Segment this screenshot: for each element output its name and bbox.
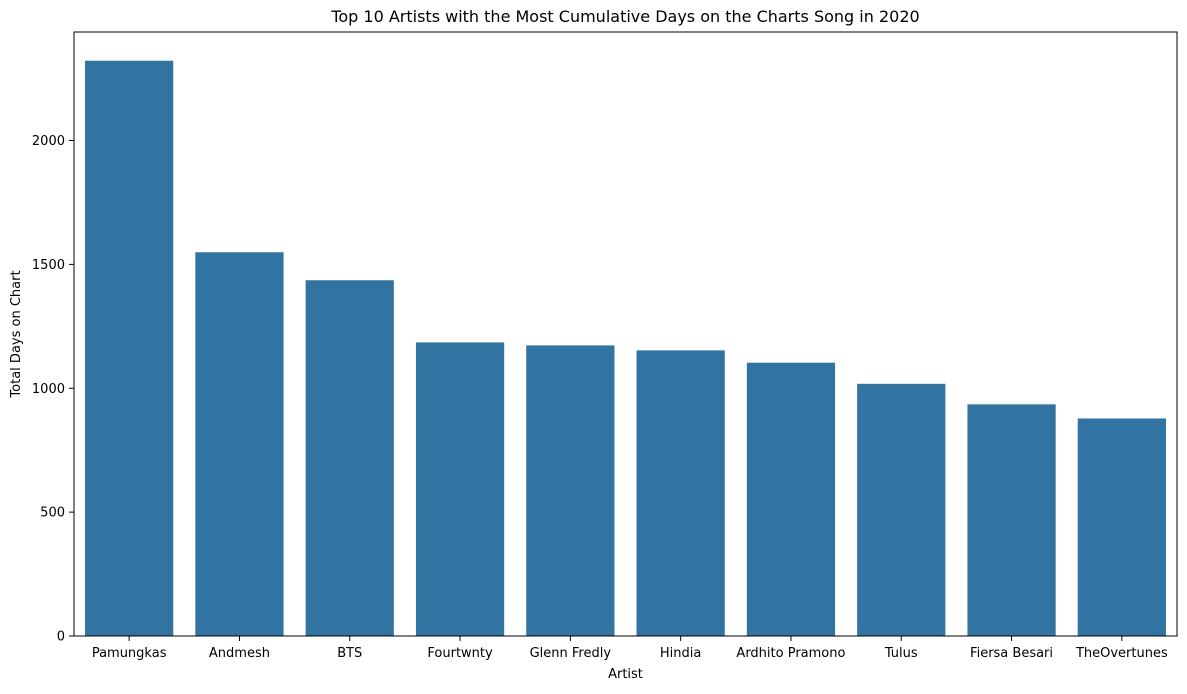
x-tick-label: Fourtwnty: [427, 646, 493, 661]
y-tick-label: 500: [40, 506, 65, 521]
x-tick-label: BTS: [337, 646, 362, 661]
x-tick-label: Tulus: [884, 646, 918, 661]
x-tick-label: Pamungkas: [92, 646, 167, 661]
x-tick-label: Glenn Fredly: [530, 646, 612, 661]
bar-theovertunes: [1077, 418, 1166, 636]
y-tick-label: 0: [57, 630, 65, 645]
bar-bts: [305, 280, 394, 636]
x-tick-label: Andmesh: [209, 646, 270, 661]
axes-layer: Pamungkas Andmesh BTS Fourtwnty Glenn Fredly…: [32, 31, 1178, 661]
bars-layer: [85, 60, 1166, 637]
bar-glenn-fredly: [526, 345, 615, 636]
y-tick-label: 1500: [32, 258, 65, 273]
bar-ardhito-pramono: [746, 362, 836, 636]
x-tick-label: Hindia: [660, 646, 701, 661]
y-tick-label: 2000: [32, 134, 65, 149]
x-tick-label: Ardhito Pramono: [736, 646, 845, 661]
bar-fiersa-besari: [967, 404, 1056, 636]
bar-hindia: [636, 350, 725, 636]
bar-tulus: [857, 383, 946, 636]
x-axis-label: Artist: [608, 667, 643, 682]
chart-title: Top 10 Artists with the Most Cumulative …: [330, 7, 919, 26]
bar-fourtwnty: [415, 342, 505, 636]
x-tick-label: Fiersa Besari: [970, 646, 1053, 661]
plot-frame: [73, 31, 1178, 637]
x-tick-label: TheOvertunes: [1075, 646, 1168, 661]
y-tick-label: 1000: [32, 382, 65, 397]
y-axis-label: Total Days on Chart: [9, 270, 24, 398]
bar-pamungkas: [85, 60, 174, 637]
bar-andmesh: [195, 252, 284, 637]
